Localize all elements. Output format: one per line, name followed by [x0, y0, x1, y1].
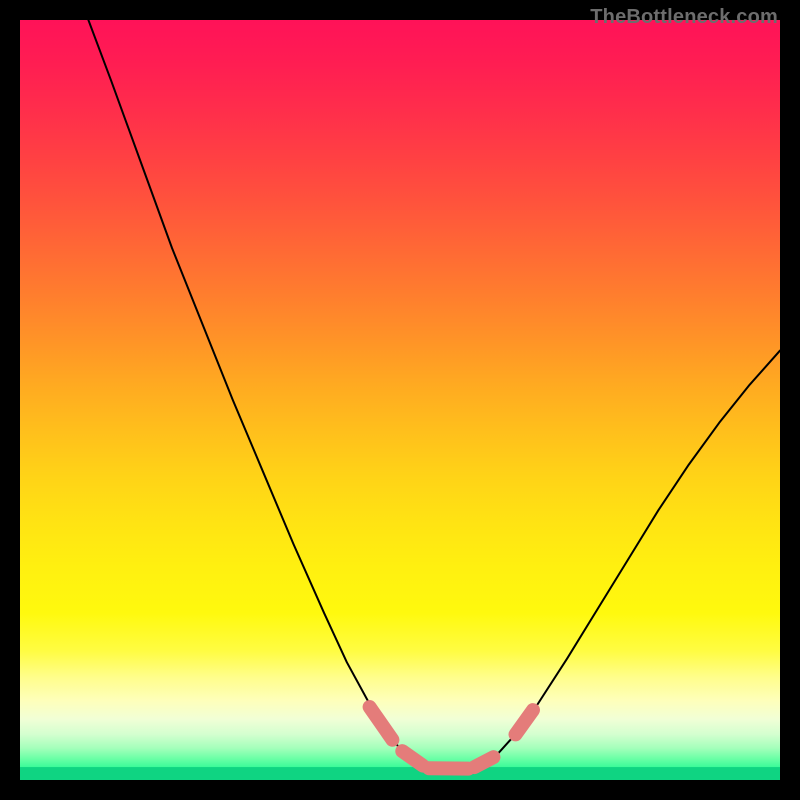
optimal-zone-band — [20, 767, 780, 780]
highlight-capsule — [474, 757, 493, 767]
plot-area — [20, 20, 780, 780]
chart-frame: TheBottleneck.com — [0, 0, 800, 800]
bottleneck-curve-chart — [20, 20, 780, 780]
heat-gradient-bg — [20, 20, 780, 780]
